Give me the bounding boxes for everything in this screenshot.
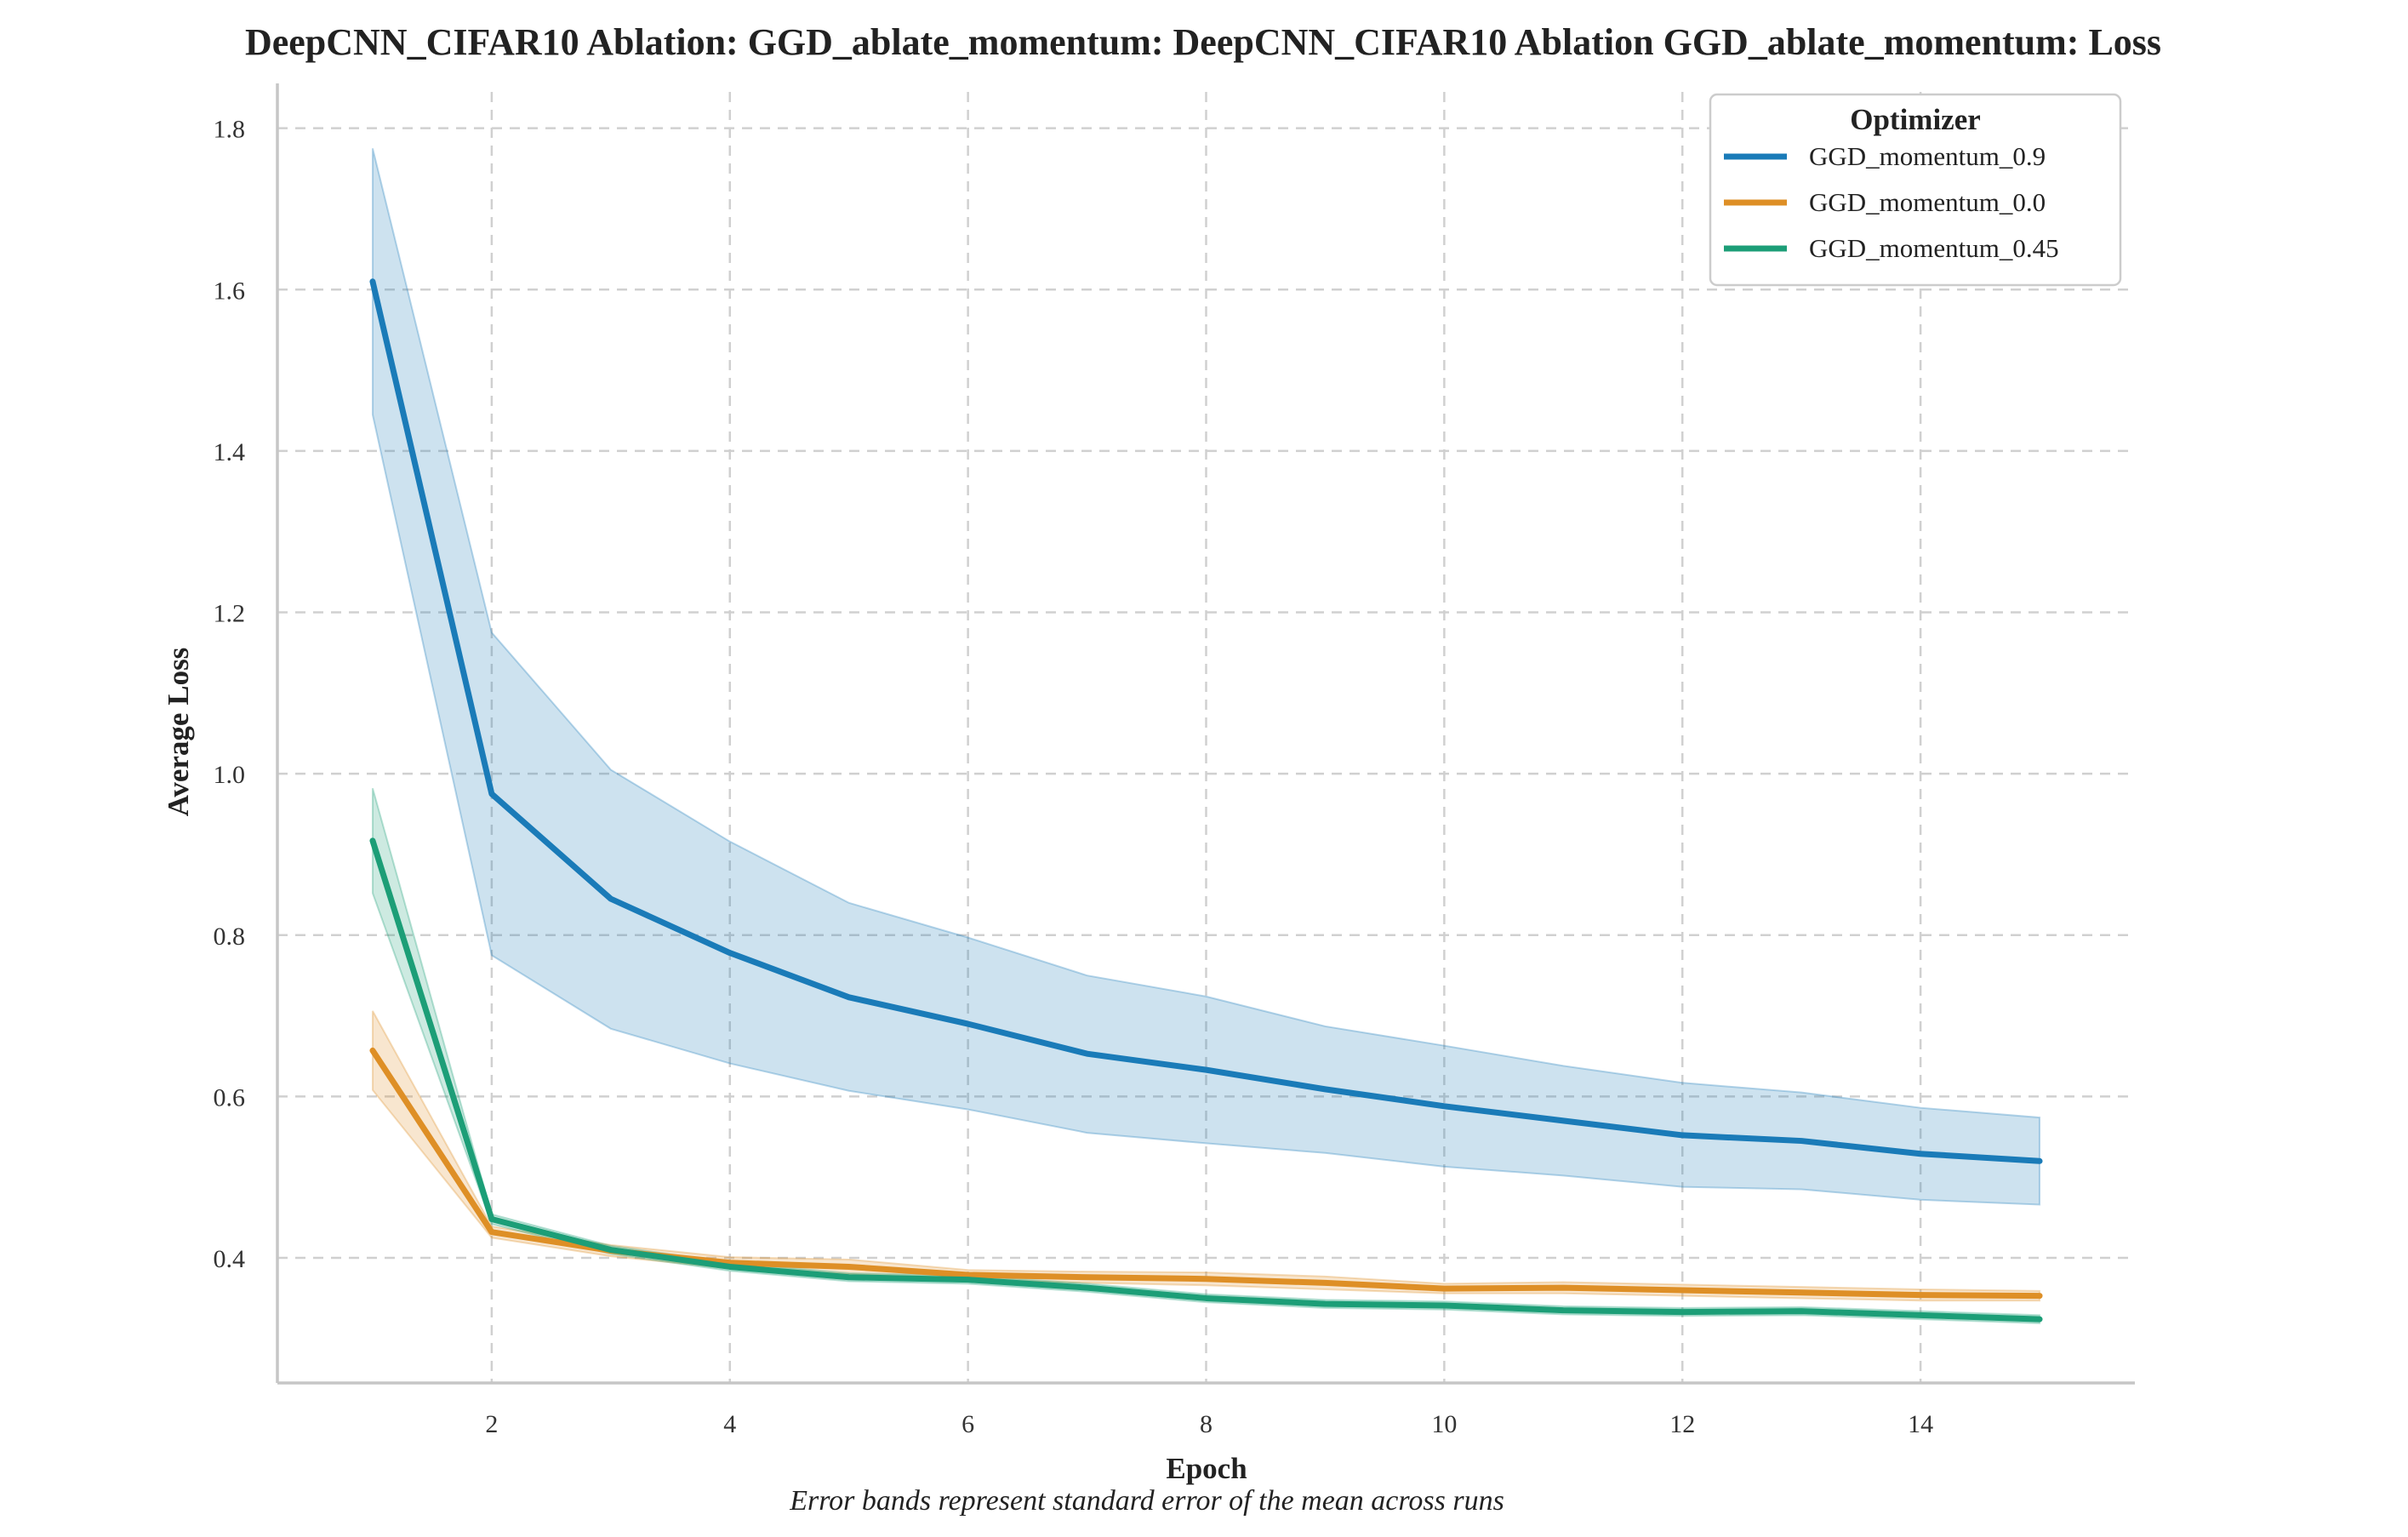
legend-box	[1709, 93, 2122, 287]
error-band	[371, 1010, 2041, 1302]
x-tick-label: 10	[1431, 1410, 1457, 1438]
y-tick-label: 1.0	[214, 761, 246, 789]
y-axis-label: Average Loss	[162, 648, 195, 817]
y-tick-label: 0.4	[214, 1245, 246, 1273]
x-tick-label: 8	[1200, 1410, 1213, 1438]
legend-label: GGD_momentum_0.9	[1809, 141, 2046, 171]
y-tick-label: 1.2	[214, 600, 246, 628]
y-tick-label: 1.8	[214, 116, 246, 144]
legend-label: GGD_momentum_0.45	[1809, 233, 2059, 263]
y-tick-label: 1.4	[214, 438, 246, 466]
series-line	[369, 837, 2043, 1323]
grid-layer	[277, 92, 2135, 1383]
x-tick-label: 6	[961, 1410, 974, 1438]
axes-layer	[276, 83, 2135, 1385]
y-tick-label: 0.8	[214, 923, 246, 951]
series-line	[369, 278, 2043, 1164]
x-tick-label: 12	[1669, 1410, 1695, 1438]
legend-title: Optimizer	[1850, 103, 1981, 136]
x-tick-label: 14	[1908, 1410, 1933, 1438]
legend: Optimizer GGD_momentum_0.9GGD_momentum_0…	[1709, 93, 2122, 287]
y-tick-label: 0.6	[214, 1083, 246, 1111]
x-tick-label: 4	[723, 1410, 736, 1438]
chart-title: DeepCNN_CIFAR10 Ablation: GGD_ablate_mom…	[245, 21, 2161, 63]
error-band	[371, 148, 2041, 1206]
legend-label: GGD_momentum_0.0	[1809, 187, 2046, 217]
series-line-layer	[369, 278, 2043, 1323]
chart-caption: Error bands represent standard error of …	[789, 1485, 1504, 1517]
x-tick-label: 2	[485, 1410, 498, 1438]
y-tick-label: 1.6	[214, 277, 246, 305]
tick-label-layer: 2 4 6 8 10 12 14 0.4 0.6 0.8 1.0 1.2 1.4 1.6 1.8	[214, 116, 1934, 1438]
x-axis-label: Epoch	[1166, 1452, 1247, 1485]
legend-items: GGD_momentum_0.9 GGD_momentum_0.0 GGD_mome…	[1724, 141, 2059, 263]
